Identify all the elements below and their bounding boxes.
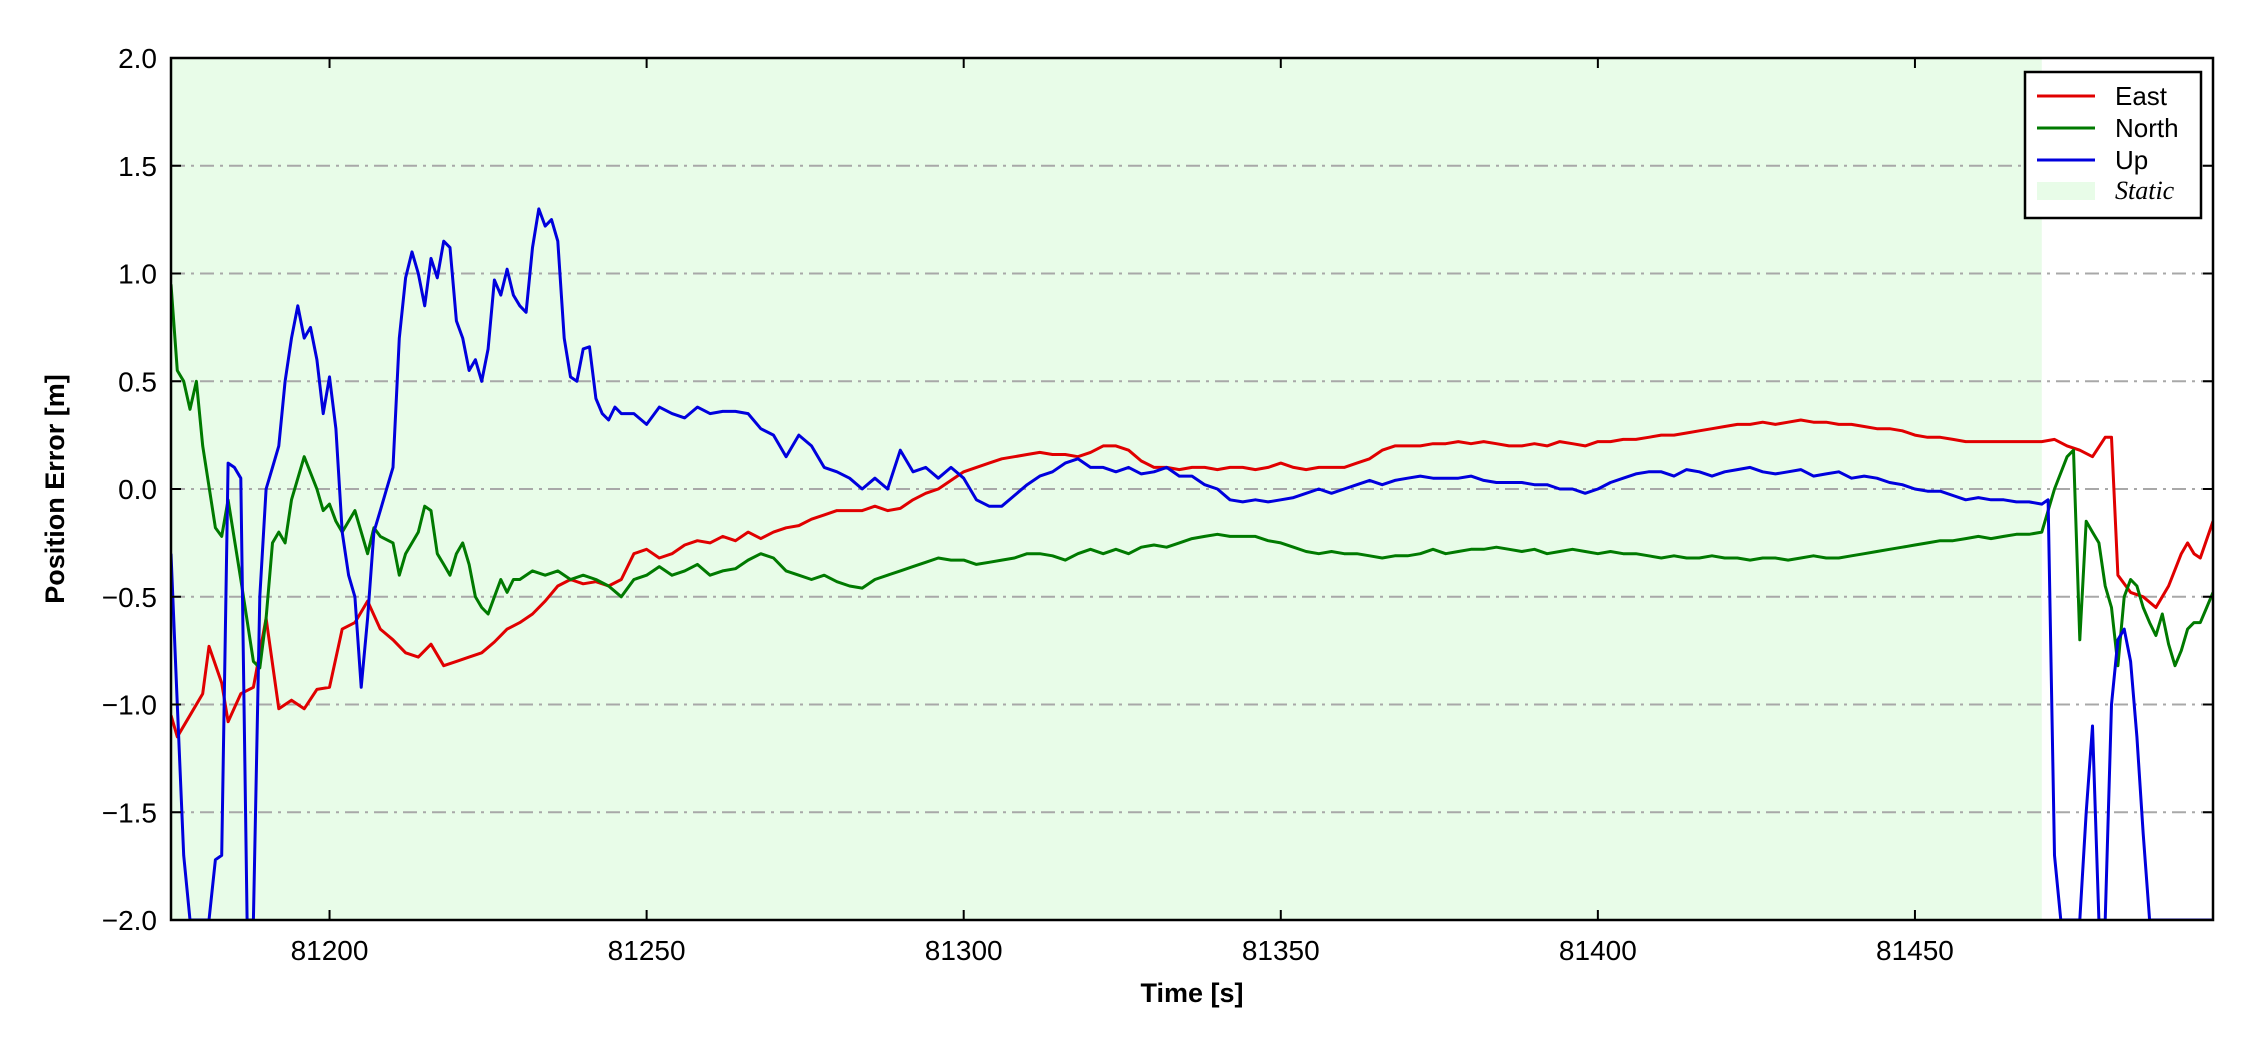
x-tick-label: 81300	[925, 935, 1003, 966]
legend-label-north: North	[2115, 113, 2179, 143]
series-line-east	[171, 418, 2213, 739]
x-tick-label: 81250	[608, 935, 686, 966]
legend-label-static: Static	[2115, 176, 2175, 205]
series-layer	[171, 207, 2213, 920]
y-tick-label: 1.0	[118, 259, 157, 290]
y-tick-label: −0.5	[102, 582, 157, 613]
y-tick-label: 2.0	[118, 43, 157, 74]
legend-swatch-static	[2037, 182, 2095, 200]
x-axis-label: Time [s]	[1140, 978, 1243, 1008]
series-line-up	[171, 207, 2213, 920]
series-line-north	[171, 284, 2213, 670]
legend: East North Up Static	[2023, 70, 2203, 220]
y-axis-label: Position Error [m]	[40, 374, 70, 604]
grid-layer	[171, 164, 2213, 814]
legend-label-up: Up	[2115, 145, 2148, 175]
y-tick-label: 1.5	[118, 151, 157, 182]
tick-layer: 81200 81250 81300 81350 81400 81450 −2.0 −1.5 −1…	[102, 43, 2213, 966]
y-tick-label: −2.0	[102, 905, 157, 936]
y-tick-label: −1.0	[102, 690, 157, 721]
x-tick-label: 81200	[291, 935, 369, 966]
y-tick-label: 0.5	[118, 366, 157, 397]
x-tick-label: 81450	[1876, 935, 1954, 966]
y-tick-label: 0.0	[118, 474, 157, 505]
legend-label-east: East	[2115, 81, 2168, 111]
y-tick-label: −1.5	[102, 797, 157, 828]
x-tick-label: 81350	[1242, 935, 1320, 966]
x-tick-label: 81400	[1559, 935, 1637, 966]
